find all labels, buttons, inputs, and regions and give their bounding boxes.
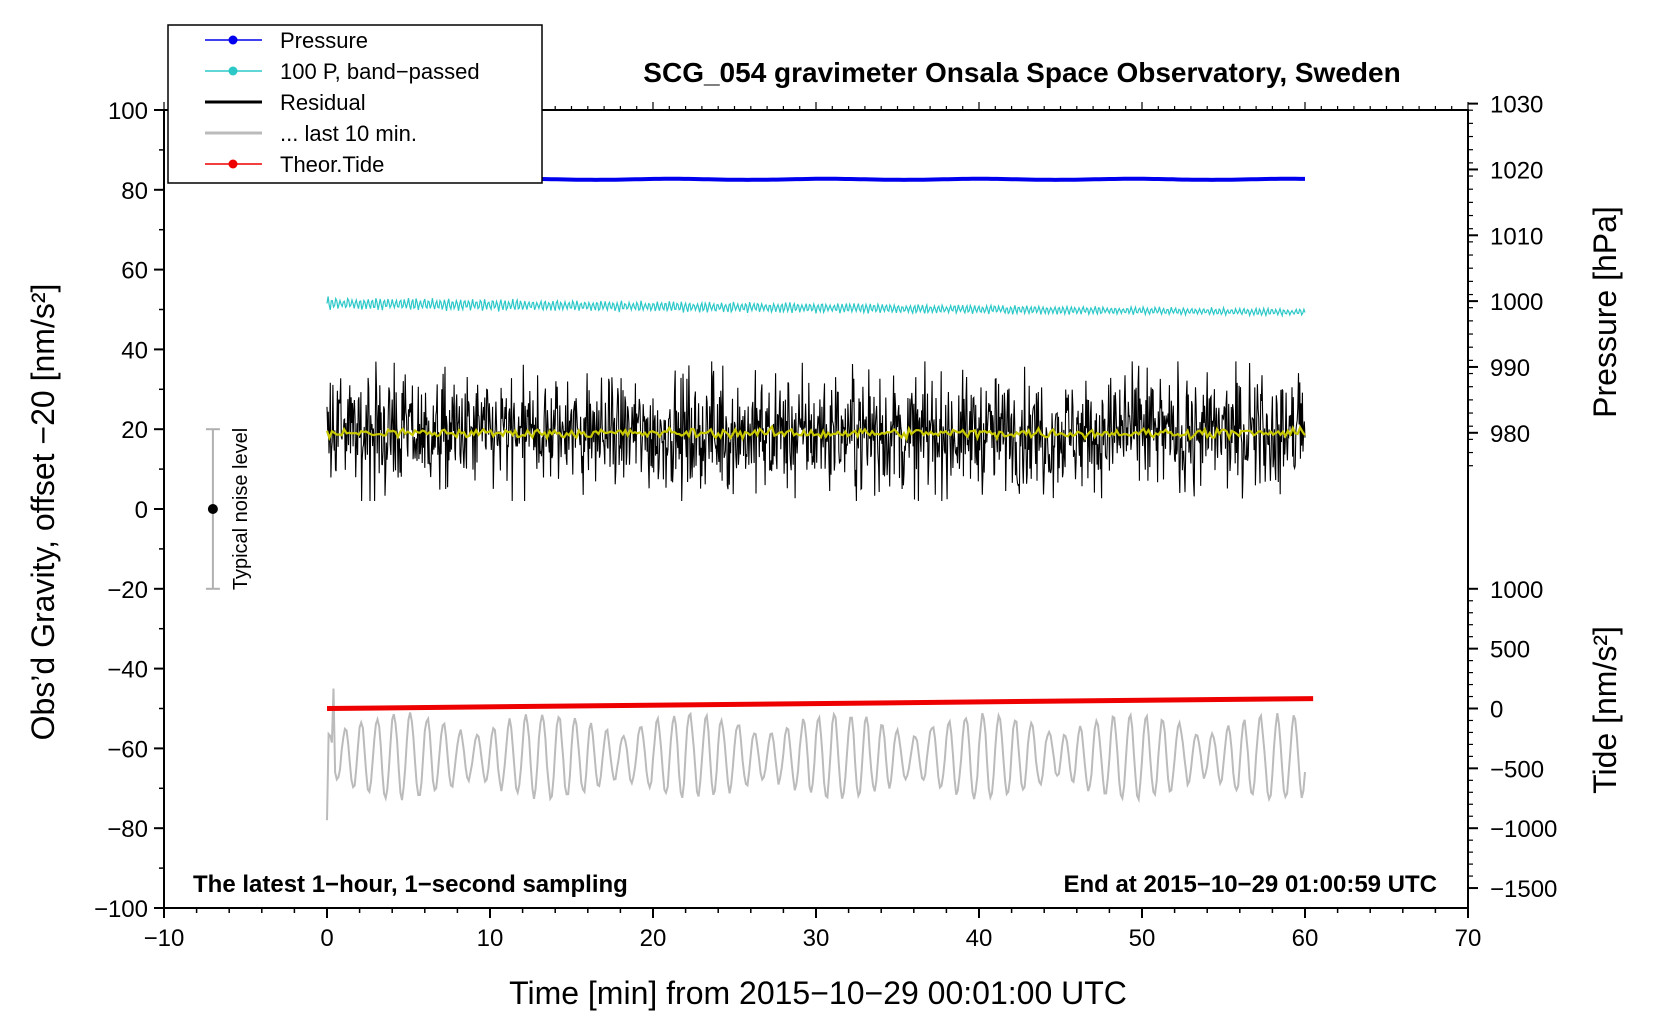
x-tick-label: 40 bbox=[966, 925, 993, 952]
tide-tick-label: 500 bbox=[1490, 637, 1530, 664]
y-tick-label: 20 bbox=[121, 417, 148, 444]
x-axis-label: Time [min] from 2015−10−29 00:01:00 UTC bbox=[509, 975, 1127, 1011]
pressure-tick-label: 1030 bbox=[1490, 92, 1543, 119]
pressure-tick-label: 1000 bbox=[1490, 289, 1543, 316]
x-tick-label: 20 bbox=[640, 925, 667, 952]
y-axis-label-left: Obs’d Gravity, offset −20 [nm/s²] bbox=[25, 284, 61, 741]
y-tick-label: 100 bbox=[108, 98, 148, 125]
y-axis-label-tide: Tide [nm/s²] bbox=[1587, 626, 1623, 794]
pressure-tick-label: 1010 bbox=[1490, 223, 1543, 250]
series-layer bbox=[325, 176, 1314, 821]
axis-ticks: −10 0 10 20 30 40 50 60 70−100−80−60−40−20020406… bbox=[94, 92, 1557, 952]
tide-tick-label: −1000 bbox=[1490, 816, 1557, 843]
x-tick-label: 50 bbox=[1129, 925, 1156, 952]
x-tick-label: 60 bbox=[1292, 925, 1319, 952]
noise-level-bar: Typical noise level bbox=[205, 428, 252, 590]
tide-tick-label: 1000 bbox=[1490, 577, 1543, 604]
pressure-tick-label: 980 bbox=[1490, 421, 1530, 448]
y-tick-label: 60 bbox=[121, 258, 148, 285]
noise-bar-center-dot bbox=[207, 504, 218, 514]
x-tick-label: −10 bbox=[144, 925, 185, 952]
annotation-sampling: The latest 1−hour, 1−second sampling bbox=[193, 871, 628, 898]
y-tick-label: 0 bbox=[135, 497, 148, 524]
y-tick-label: 80 bbox=[121, 178, 148, 205]
x-tick-label: 0 bbox=[320, 925, 333, 952]
y-tick-label: −40 bbox=[107, 657, 148, 684]
y-tick-label: −20 bbox=[107, 577, 148, 604]
legend-marker-0 bbox=[228, 35, 238, 45]
legend-label: 100 P, band−passed bbox=[280, 59, 480, 84]
tide-tick-label: 0 bbox=[1490, 697, 1503, 724]
legend-marker-1 bbox=[228, 66, 238, 76]
legend-label: Residual bbox=[280, 90, 366, 115]
y-axis-label-pressure: Pressure [hPa] bbox=[1587, 206, 1623, 418]
x-tick-label: 30 bbox=[803, 925, 830, 952]
legend-label: Theor.Tide bbox=[280, 152, 384, 177]
legend-marker-4 bbox=[228, 159, 238, 169]
tide-tick-label: −500 bbox=[1490, 756, 1544, 783]
x-tick-label: 70 bbox=[1455, 925, 1482, 952]
pressure-tick-label: 1020 bbox=[1490, 157, 1543, 184]
legend: Pressure 100 P, band−passed Residual ... la… bbox=[167, 24, 543, 184]
series-theoretical-tide-line bbox=[326, 696, 1314, 711]
series-last-10-min-line bbox=[326, 688, 1306, 821]
tide-tick-label: −1500 bbox=[1490, 876, 1557, 903]
series-pressure-bandpassed-line bbox=[326, 296, 1306, 318]
legend-box bbox=[167, 24, 543, 184]
legend-label: Pressure bbox=[280, 28, 368, 53]
y-tick-label: 40 bbox=[121, 337, 148, 364]
annotation-end-time: End at 2015−10−29 01:00:59 UTC bbox=[1063, 871, 1437, 898]
pressure-tick-label: 990 bbox=[1490, 355, 1530, 382]
y-tick-label: −60 bbox=[107, 736, 148, 763]
y-tick-label: −80 bbox=[107, 816, 148, 843]
series-residual-smoothed-line bbox=[325, 424, 1306, 442]
legend-label: ... last 10 min. bbox=[280, 121, 417, 146]
y-tick-label: −100 bbox=[94, 896, 148, 923]
x-tick-label: 10 bbox=[477, 925, 504, 952]
chart-title: SCG_054 gravimeter Onsala Space Observat… bbox=[643, 57, 1400, 88]
noise-bar-label: Typical noise level bbox=[230, 428, 252, 590]
